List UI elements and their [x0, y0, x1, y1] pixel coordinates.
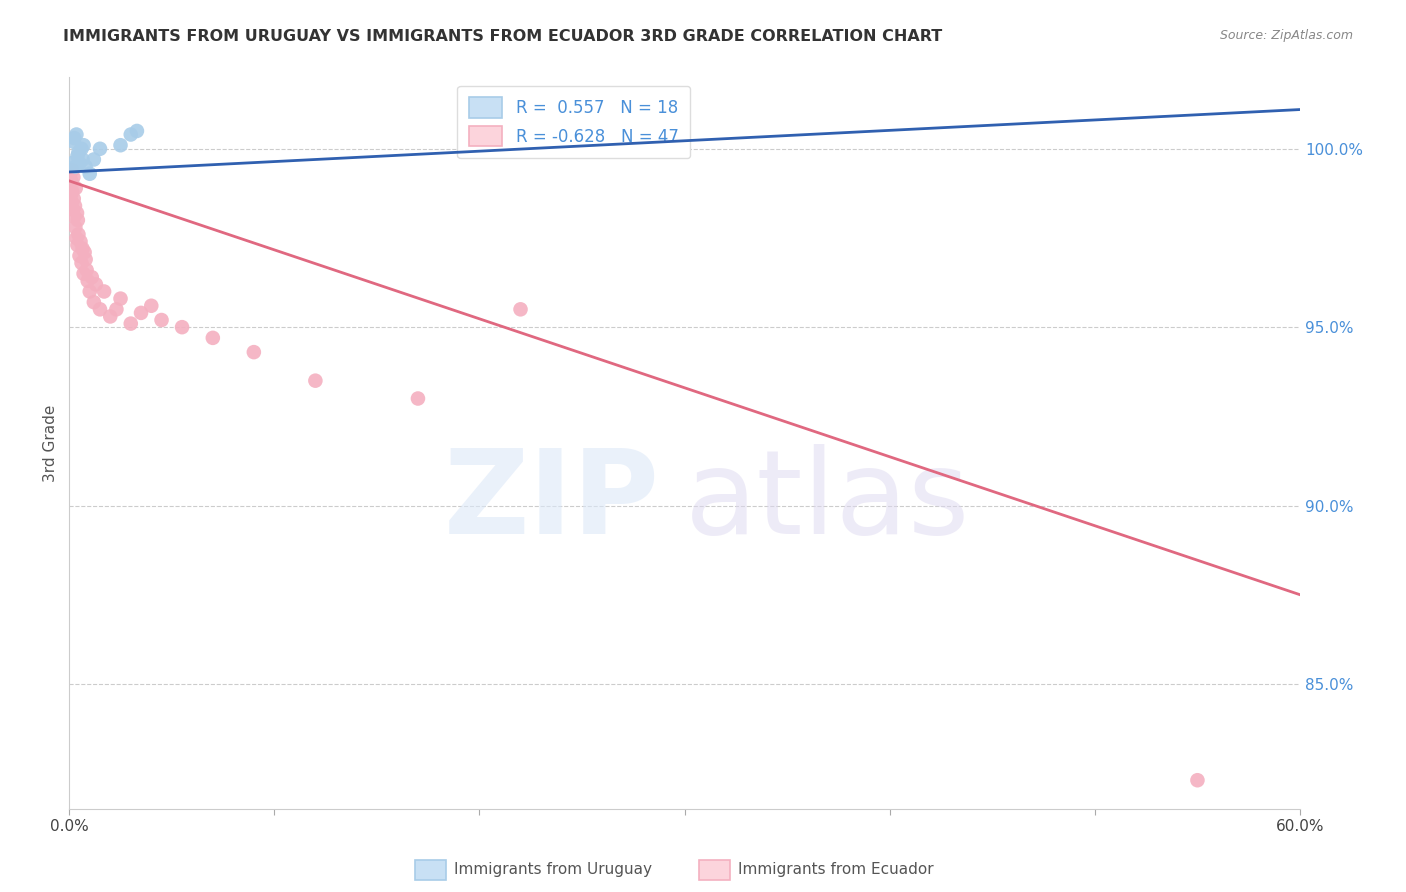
Point — [65, 181, 87, 195]
Point — [63, 131, 86, 145]
Point — [70, 256, 93, 270]
Point — [72, 267, 94, 281]
Point — [75, 160, 97, 174]
Point — [1187, 773, 1209, 788]
Point — [69, 235, 91, 249]
Point — [93, 285, 115, 299]
Y-axis label: 3rd Grade: 3rd Grade — [44, 404, 58, 482]
Point — [60, 195, 83, 210]
Point — [63, 210, 86, 224]
Point — [62, 192, 84, 206]
Point — [76, 263, 98, 277]
Point — [72, 138, 94, 153]
Point — [141, 299, 163, 313]
Point — [70, 142, 93, 156]
Point — [69, 156, 91, 170]
Text: Immigrants from Ecuador: Immigrants from Ecuador — [738, 863, 934, 877]
Text: IMMIGRANTS FROM URUGUAY VS IMMIGRANTS FROM ECUADOR 3RD GRADE CORRELATION CHART: IMMIGRANTS FROM URUGUAY VS IMMIGRANTS FR… — [63, 29, 942, 44]
Point — [105, 302, 128, 317]
Point — [59, 178, 82, 192]
Point — [66, 206, 89, 220]
Text: ZIP: ZIP — [444, 444, 659, 559]
Point — [69, 249, 91, 263]
Point — [63, 199, 86, 213]
Point — [84, 277, 107, 292]
Point — [73, 245, 96, 260]
Point — [125, 124, 148, 138]
Point — [75, 252, 97, 267]
Point — [66, 213, 89, 227]
Point — [67, 145, 90, 160]
Legend: R =  0.557   N = 18, R = -0.628   N = 47: R = 0.557 N = 18, R = -0.628 N = 47 — [457, 86, 690, 158]
Point — [79, 167, 101, 181]
Point — [304, 374, 326, 388]
Point — [67, 227, 90, 242]
Point — [120, 128, 142, 142]
Point — [89, 302, 111, 317]
Point — [201, 331, 224, 345]
Point — [243, 345, 266, 359]
Point — [65, 231, 87, 245]
Point — [65, 160, 87, 174]
Point — [76, 274, 98, 288]
Point — [60, 163, 83, 178]
Point — [98, 310, 121, 324]
Point — [83, 153, 105, 167]
Text: Source: ZipAtlas.com: Source: ZipAtlas.com — [1219, 29, 1353, 42]
Point — [110, 138, 132, 153]
Point — [72, 242, 94, 256]
Point — [129, 306, 152, 320]
Point — [72, 153, 94, 167]
Point — [60, 174, 83, 188]
Point — [150, 313, 173, 327]
Point — [89, 142, 111, 156]
Text: Immigrants from Uruguay: Immigrants from Uruguay — [454, 863, 652, 877]
Point — [83, 295, 105, 310]
Point — [406, 392, 429, 406]
Point — [120, 317, 142, 331]
Point — [62, 202, 84, 217]
Text: atlas: atlas — [685, 444, 970, 559]
Point — [509, 302, 531, 317]
Point — [79, 285, 101, 299]
Point — [80, 270, 103, 285]
Point — [110, 292, 132, 306]
Point — [66, 238, 89, 252]
Point — [59, 188, 82, 202]
Point — [170, 320, 193, 334]
Point — [62, 170, 84, 185]
Point — [60, 156, 83, 170]
Point — [65, 220, 87, 235]
Point — [65, 128, 87, 142]
Point — [60, 185, 83, 199]
Point — [62, 135, 84, 149]
Point — [66, 149, 89, 163]
